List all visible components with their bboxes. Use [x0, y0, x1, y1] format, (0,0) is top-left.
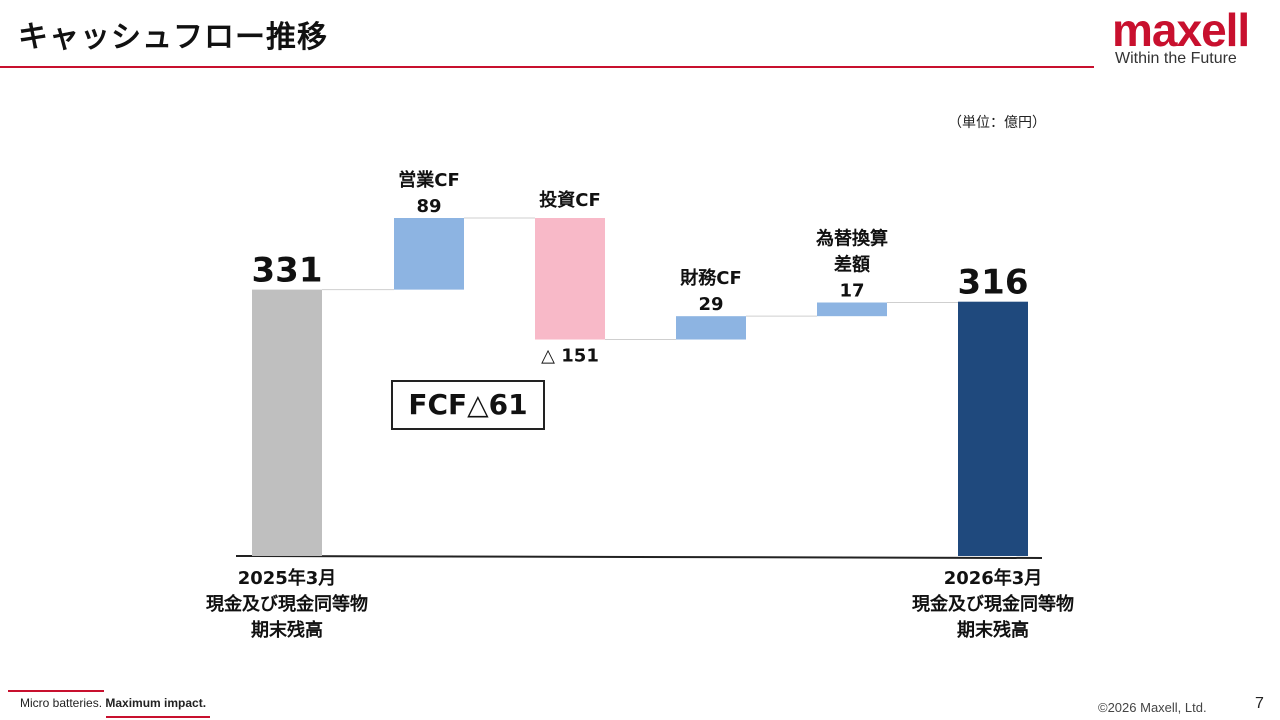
footer-tagline: Micro batteries. Maximum impact. [20, 696, 206, 710]
category-label-4-0: 為替換算 [816, 228, 888, 250]
value-label-1: 89 [416, 196, 441, 217]
value-label-3: 29 [698, 294, 723, 315]
bar-5 [958, 301, 1028, 556]
axis-label-line: 2026年3月 [943, 568, 1043, 589]
footer-accent-line-2 [106, 716, 210, 718]
bar-2 [535, 218, 605, 340]
axis-label-start: 2025年3月現金及び現金同等物 期末残高 [167, 566, 407, 644]
axis-label-line: 2025年3月 [237, 568, 337, 589]
logo-tagline: Within the Future [1115, 50, 1237, 67]
logo-wordmark: maxell [1112, 4, 1250, 56]
value-label-0: 331 [252, 251, 323, 291]
value-label-5: 316 [958, 263, 1029, 303]
category-label-2-0: 投資CF [539, 189, 601, 211]
value-label-4: 17 [839, 281, 864, 302]
x-axis-line [235, 555, 1043, 559]
category-label-4-1: 差額 [834, 254, 870, 276]
footer-accent-line [8, 690, 104, 692]
tagline-regular: Micro batteries. [20, 696, 106, 710]
fcf-callout: FCF△61 [391, 380, 545, 430]
tagline-bold: Maximum impact. [105, 696, 207, 710]
bar-1 [394, 218, 464, 290]
category-label-1-0: 営業CF [398, 169, 460, 191]
page-title: キャッシュフロー推移 [18, 20, 328, 55]
category-label-3-0: 財務CF [680, 267, 742, 289]
copyright: ©2026 Maxell, Ltd. [1098, 700, 1207, 715]
axis-label-line: 現金及び現金同等物 [912, 594, 1074, 615]
unit-label: （単位：億円） [948, 115, 1046, 131]
axis-label-line: 期末残高 [957, 620, 1029, 641]
bar-3 [676, 316, 746, 340]
page-number: 7 [1255, 695, 1264, 712]
axis-label-line: 現金及び現金同等物 [206, 594, 368, 615]
maxell-logo: maxell Within the Future [1112, 4, 1272, 72]
bar-0 [252, 289, 322, 556]
title-divider [0, 66, 1094, 68]
bar-4 [817, 302, 887, 317]
axis-label-end: 2026年3月現金及び現金同等物 期末残高 [873, 566, 1113, 644]
value-label-2: △ 151 [541, 346, 599, 367]
axis-label-line: 期末残高 [251, 620, 323, 641]
